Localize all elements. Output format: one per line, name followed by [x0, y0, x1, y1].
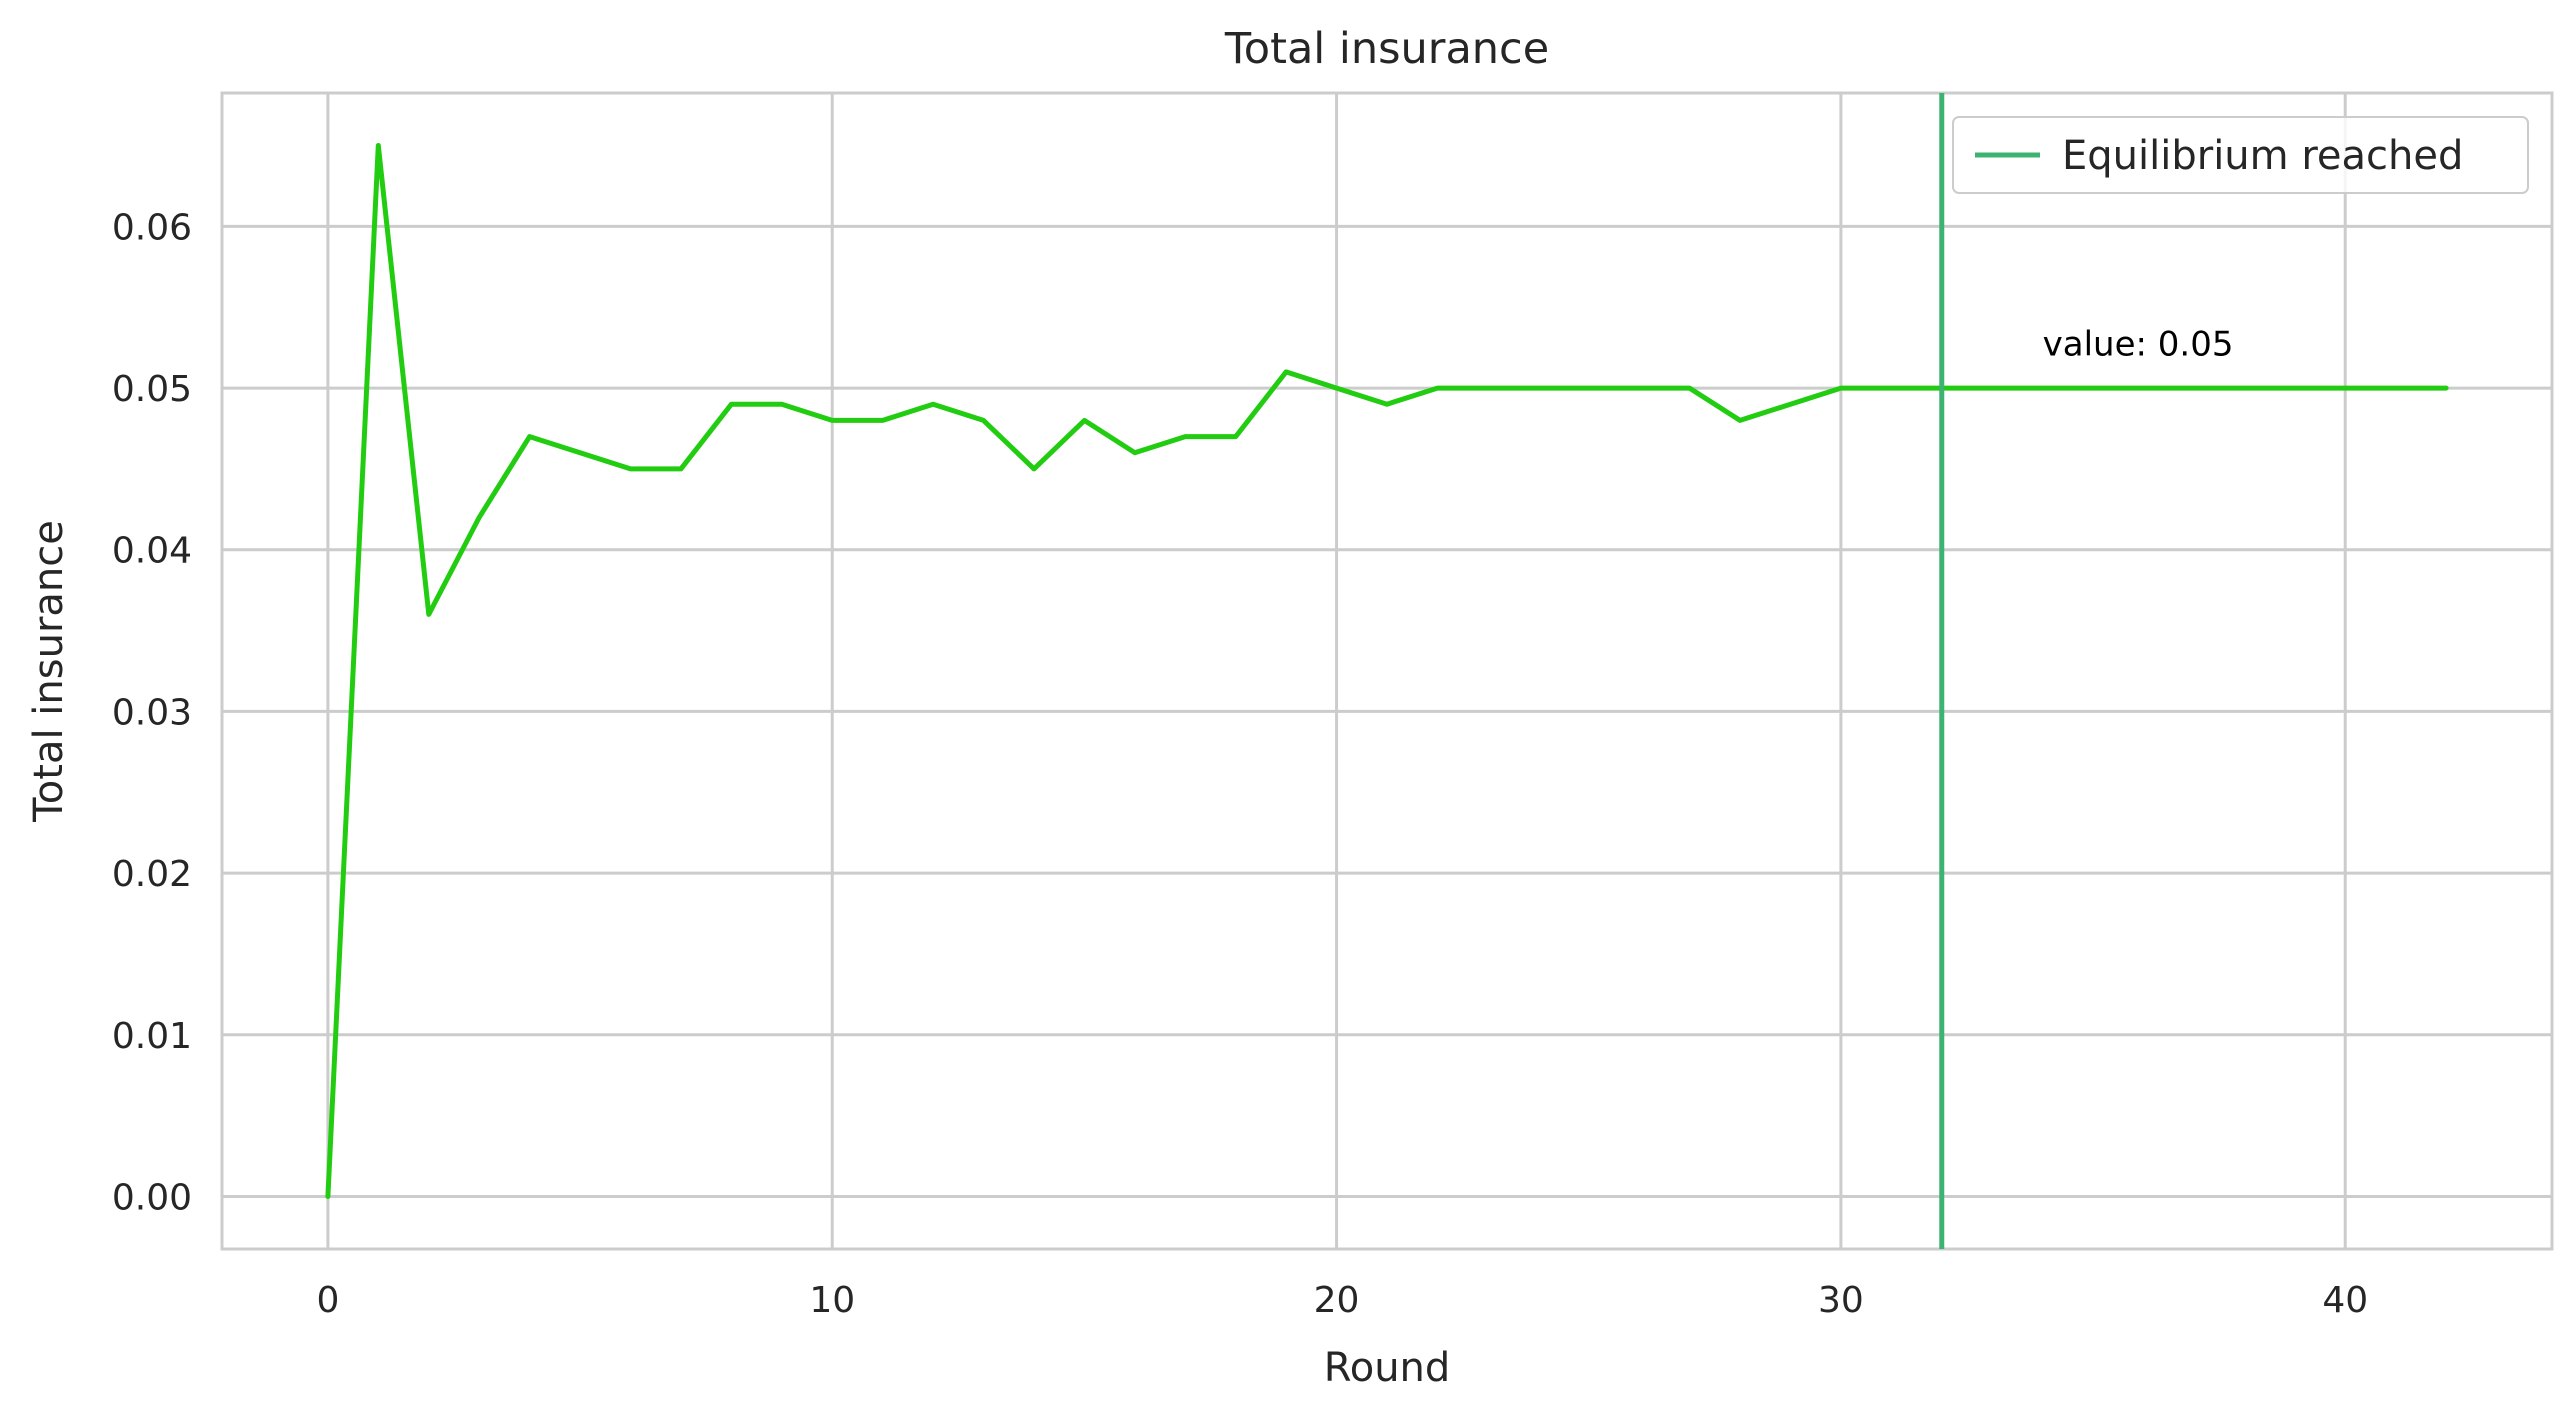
y-tick-label: 0.02 [112, 854, 192, 895]
y-tick-label: 0.06 [112, 207, 192, 248]
x-tick-label: 10 [809, 1280, 855, 1321]
y-tick-labels: 0.00 0.01 0.02 0.03 0.04 0.05 0.06 [112, 207, 192, 1218]
y-tick-label: 0.00 [112, 1177, 192, 1218]
x-tick-label: 40 [2322, 1280, 2368, 1321]
x-tick-label: 0 [316, 1280, 339, 1321]
x-axis-label: Round [1324, 1345, 1451, 1391]
x-tick-labels: 0 10 20 30 40 [316, 1280, 2368, 1321]
x-tick-label: 30 [1818, 1280, 1864, 1321]
x-tick-label: 20 [1314, 1280, 1360, 1321]
legend: Equilibrium reached [1952, 116, 2529, 194]
y-axis-label: Total insurance [26, 520, 72, 823]
chart-title: Total insurance [1224, 24, 1549, 74]
series-layer [325, 93, 2449, 1249]
plot-frame [220, 91, 2554, 1251]
y-tick-label: 0.01 [112, 1016, 192, 1057]
legend-entry-label: Equilibrium reached [2062, 133, 2463, 179]
legend-box [1952, 116, 2529, 194]
y-tick-label: 0.03 [112, 692, 192, 733]
y-tick-label: 0.04 [112, 531, 192, 572]
series-line [325, 143, 2449, 1199]
value-annotation: value: 0.05 [2043, 325, 2234, 365]
y-tick-label: 0.05 [112, 369, 192, 410]
